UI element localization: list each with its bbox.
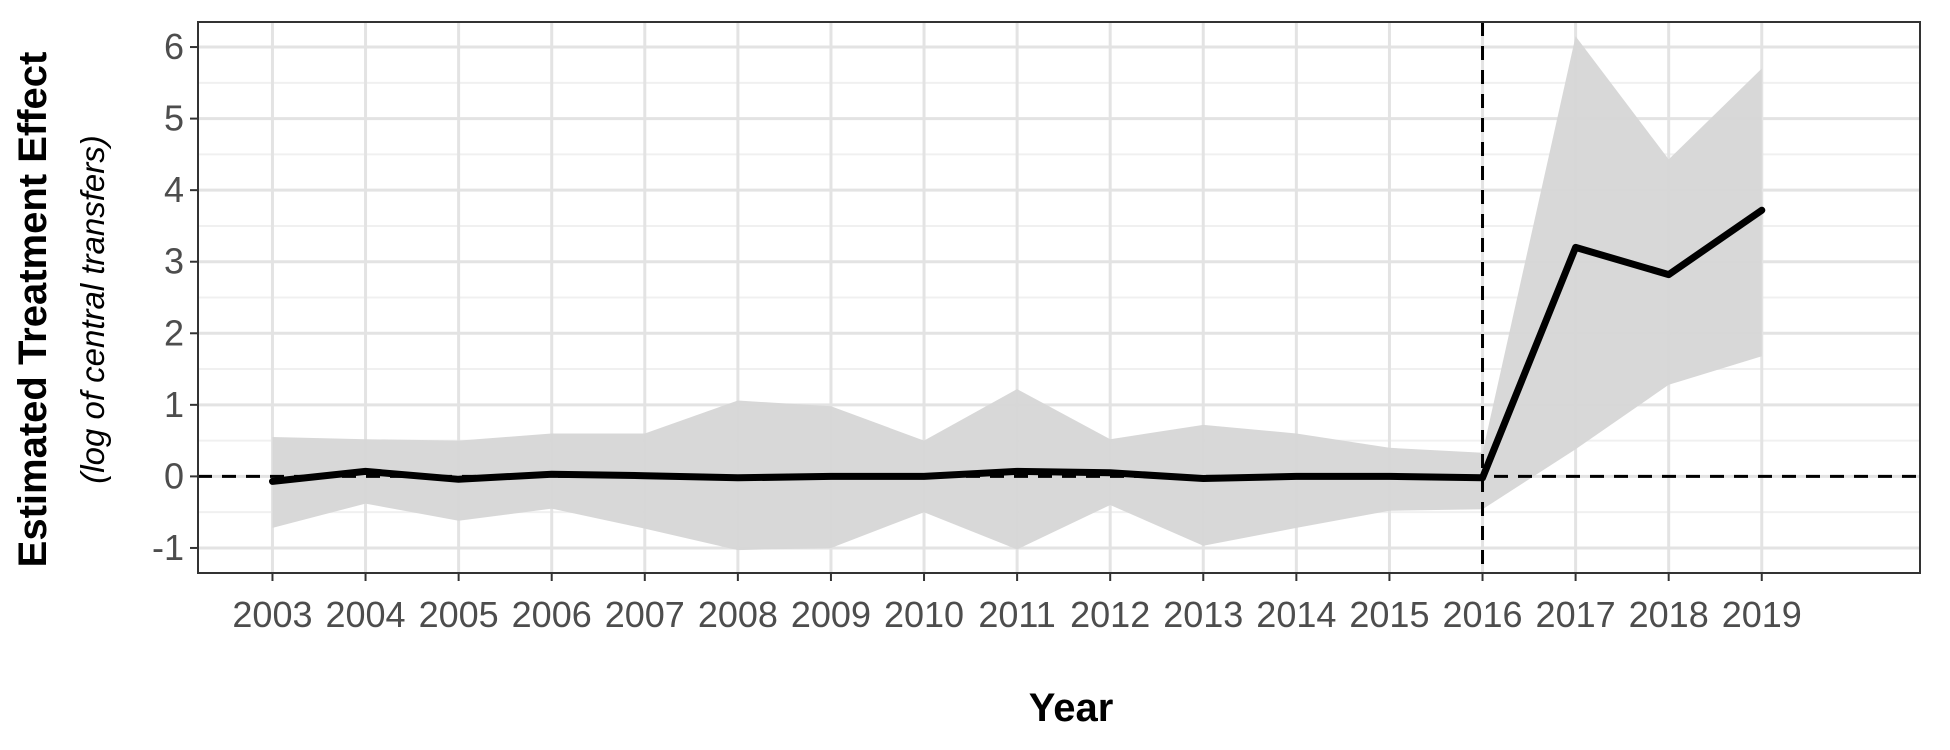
y-axis-title: Estimated Treatment Effect	[11, 52, 55, 568]
x-tick-label: 2007	[605, 594, 685, 635]
x-tick-label: 2018	[1629, 594, 1709, 635]
y-tick-label: 2	[164, 312, 184, 353]
x-tick-label: 2006	[512, 594, 592, 635]
y-tick-label: 1	[164, 384, 184, 425]
x-tick-label: 2008	[698, 594, 778, 635]
x-tick-label: 2005	[419, 594, 499, 635]
x-axis-title: Year	[1029, 686, 1114, 730]
x-tick-label: 2010	[884, 594, 964, 635]
x-tick-label: 2019	[1722, 594, 1802, 635]
y-tick-label: 6	[164, 26, 184, 67]
y-tick-label: 0	[164, 455, 184, 496]
y-tick-label: 4	[164, 169, 184, 210]
y-axis-subtitle: (log of central transfers)	[74, 135, 111, 483]
x-tick-label: 2011	[978, 594, 1055, 635]
estimate-line	[269, 206, 1766, 485]
x-tick-label: 2013	[1163, 594, 1243, 635]
y-axis-ticks: -1 0 1 2 3 4 5 6	[152, 26, 198, 568]
confidence-band-layer	[272, 36, 1762, 551]
y-tick-label: -1	[152, 527, 184, 568]
x-tick-label: 2004	[325, 594, 405, 635]
plot-panel-border	[197, 21, 1921, 574]
confidence-band	[272, 36, 1762, 551]
x-tick-label: 2017	[1536, 594, 1616, 635]
x-tick-label: 2015	[1349, 594, 1429, 635]
x-tick-label: 2003	[232, 594, 312, 635]
estimate-line-layer	[269, 206, 1766, 485]
x-tick-label: 2014	[1256, 594, 1336, 635]
x-axis-ticks: 2003 2004 2005 2006 2007 2008 2009 2010 2011 2012…	[232, 573, 1802, 635]
x-tick-label: 2012	[1070, 594, 1150, 635]
x-tick-label: 2009	[791, 594, 871, 635]
y-tick-label: 5	[164, 98, 184, 139]
y-tick-label: 3	[164, 241, 184, 282]
x-tick-label: 2016	[1442, 594, 1522, 635]
